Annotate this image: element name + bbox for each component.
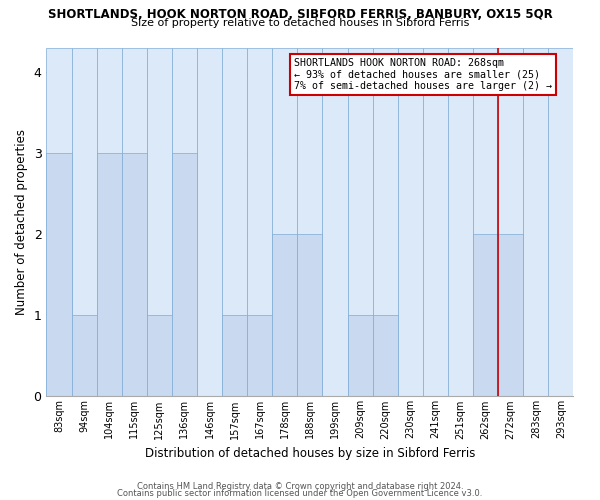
Text: SHORTLANDS HOOK NORTON ROAD: 268sqm
← 93% of detached houses are smaller (25)
7%: SHORTLANDS HOOK NORTON ROAD: 268sqm ← 93…	[294, 58, 552, 91]
Bar	[298, 234, 322, 396]
Text: SHORTLANDS, HOOK NORTON ROAD, SIBFORD FERRIS, BANBURY, OX15 5QR: SHORTLANDS, HOOK NORTON ROAD, SIBFORD FE…	[47, 8, 553, 20]
Y-axis label: Number of detached properties: Number of detached properties	[15, 129, 28, 315]
Bar	[172, 48, 197, 397]
Bar	[498, 234, 523, 396]
Bar	[272, 48, 298, 397]
Bar	[46, 48, 71, 397]
Bar	[147, 316, 172, 396]
Bar	[398, 48, 423, 397]
Bar	[373, 316, 398, 396]
Bar	[247, 316, 272, 396]
Bar	[523, 48, 548, 397]
Bar	[71, 316, 97, 396]
Bar	[272, 234, 298, 396]
Bar	[498, 48, 523, 397]
X-axis label: Distribution of detached houses by size in Sibford Ferris: Distribution of detached houses by size …	[145, 447, 475, 460]
Text: Contains HM Land Registry data © Crown copyright and database right 2024.: Contains HM Land Registry data © Crown c…	[137, 482, 463, 491]
Bar	[423, 48, 448, 397]
Bar	[222, 316, 247, 396]
Bar	[122, 153, 147, 396]
Bar	[97, 48, 122, 397]
Bar	[172, 153, 197, 396]
Bar	[373, 48, 398, 397]
Bar	[322, 48, 347, 397]
Bar	[97, 153, 122, 396]
Bar	[473, 48, 498, 397]
Bar	[347, 48, 373, 397]
Bar	[71, 48, 97, 397]
Bar	[197, 48, 222, 397]
Bar	[298, 48, 322, 397]
Text: Contains public sector information licensed under the Open Government Licence v3: Contains public sector information licen…	[118, 489, 482, 498]
Bar	[548, 48, 574, 397]
Bar	[122, 48, 147, 397]
Bar	[46, 153, 71, 396]
Bar	[247, 48, 272, 397]
Bar	[147, 48, 172, 397]
Text: Size of property relative to detached houses in Sibford Ferris: Size of property relative to detached ho…	[131, 18, 469, 28]
Bar	[473, 234, 498, 396]
Bar	[448, 48, 473, 397]
Bar	[222, 48, 247, 397]
Bar	[347, 316, 373, 396]
